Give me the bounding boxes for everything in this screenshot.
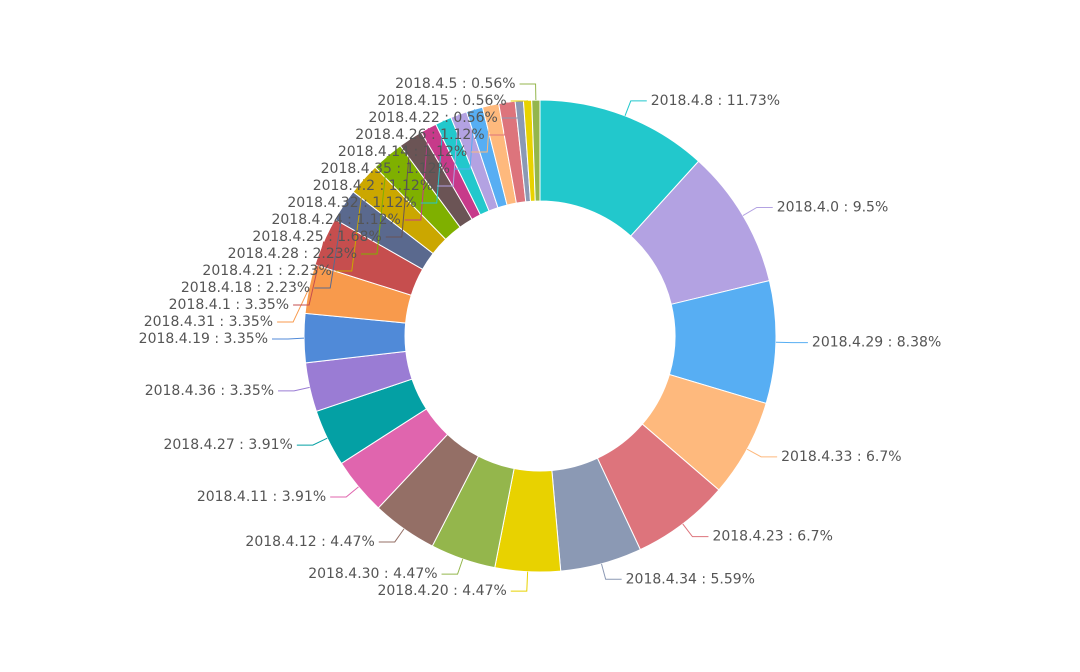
leader-line bbox=[330, 486, 359, 498]
leader-line bbox=[441, 558, 464, 575]
leader-line bbox=[385, 138, 412, 238]
slice-label: 2018.4.34 : 5.59% bbox=[626, 571, 755, 587]
leader-line bbox=[510, 99, 528, 102]
slice-label: 2018.4.24 : 1.12% bbox=[271, 212, 400, 228]
leader-lines-layer bbox=[272, 83, 808, 592]
slice-label: 2018.4.20 : 4.47% bbox=[377, 583, 506, 599]
leader-line bbox=[278, 386, 310, 392]
slice-label: 2018.4.27 : 3.91% bbox=[163, 437, 292, 453]
slice-label: 2018.4.23 : 6.7% bbox=[712, 529, 832, 545]
slice-label: 2018.4.1 : 3.35% bbox=[169, 297, 289, 313]
leader-line bbox=[335, 179, 365, 272]
leader-line bbox=[314, 205, 345, 289]
leader-line bbox=[404, 128, 429, 221]
leader-line bbox=[453, 109, 475, 170]
slice-label: 2018.4.11 : 3.91% bbox=[197, 489, 326, 505]
slice-label: 2018.4.18 : 2.23% bbox=[181, 280, 310, 296]
slice-label: 2018.4.12 : 4.47% bbox=[245, 534, 374, 550]
leader-line bbox=[488, 102, 508, 136]
slice-label: 2018.4.31 : 3.35% bbox=[144, 314, 273, 330]
leader-line bbox=[510, 571, 529, 592]
leader-line bbox=[682, 523, 709, 538]
leader-line bbox=[296, 437, 328, 446]
slices-layer bbox=[303, 99, 777, 573]
slice-label: 2018.4.8 : 11.73% bbox=[651, 93, 780, 109]
slice-label: 2018.4.22 : 0.56% bbox=[369, 110, 498, 126]
slice-label: 2018.4.21 : 2.23% bbox=[202, 263, 331, 279]
leader-line bbox=[601, 563, 622, 580]
slice-label: 2018.4.0 : 9.5% bbox=[777, 199, 889, 215]
pie-slice[interactable] bbox=[531, 99, 541, 202]
slice-label: 2018.4.2 : 1.12% bbox=[313, 178, 433, 194]
leader-line bbox=[420, 120, 444, 204]
leader-line bbox=[378, 528, 405, 543]
slice-label: 2018.4.36 : 3.35% bbox=[145, 383, 274, 399]
slice-label: 2018.4.30 : 4.47% bbox=[308, 566, 437, 582]
leader-line bbox=[501, 100, 520, 119]
slice-label: 2018.4.15 : 0.56% bbox=[377, 93, 506, 109]
leader-line bbox=[293, 241, 325, 306]
leader-line bbox=[272, 337, 305, 340]
slice-label: 2018.4.26 : 1.12% bbox=[355, 127, 484, 143]
leader-line bbox=[471, 105, 492, 153]
slice-labels-layer: 2018.4.8 : 11.73% 2018.4.0 : 9.5% 2018.4.2… bbox=[139, 76, 942, 599]
leader-line bbox=[519, 83, 537, 101]
slice-label: 2018.4.19 : 3.35% bbox=[139, 331, 268, 347]
slice-label: 2018.4.35 : 1.12% bbox=[321, 161, 450, 177]
slice-label: 2018.4.32 : 1.12% bbox=[287, 195, 416, 211]
leader-line bbox=[437, 114, 460, 187]
slice-label: 2018.4.28 : 2.23% bbox=[228, 246, 357, 262]
slice-label: 2018.4.14 : 1.12% bbox=[338, 144, 467, 160]
slice-label: 2018.4.33 : 6.7% bbox=[781, 449, 901, 465]
leader-line bbox=[742, 206, 773, 217]
slice-label: 2018.4.5 : 0.56% bbox=[395, 76, 515, 92]
slice-label: 2018.4.29 : 8.38% bbox=[812, 335, 941, 351]
leader-line bbox=[624, 100, 647, 117]
leader-line bbox=[361, 155, 388, 255]
leader-line bbox=[746, 448, 778, 458]
slice-label: 2018.4.25 : 1.68% bbox=[252, 229, 381, 245]
leader-line bbox=[277, 288, 310, 323]
